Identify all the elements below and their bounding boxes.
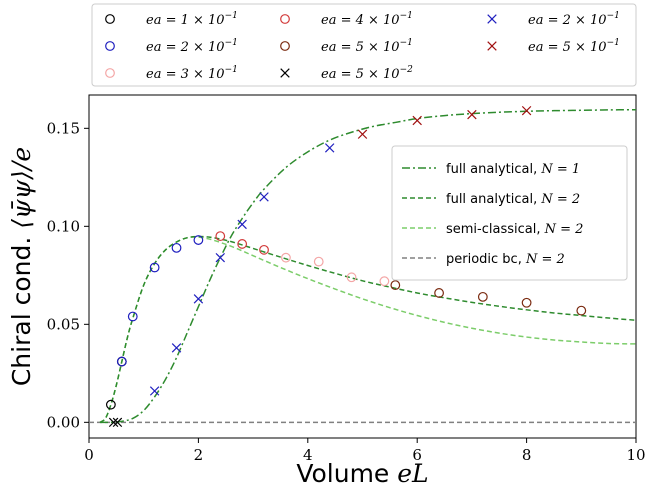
marker-legend-label: ea = 3 × 10−1 — [146, 65, 238, 82]
marker-legend-label: ea = 4 × 10−1 — [321, 11, 413, 28]
legend-marker-icon — [487, 14, 497, 24]
data-point — [105, 399, 116, 410]
data-point — [149, 386, 160, 396]
legend-marker-icon — [280, 68, 290, 78]
data-point — [357, 129, 368, 139]
y-axis-label-math: ⟨ψ̄ψ⟩/e — [7, 147, 36, 229]
data-point — [193, 294, 204, 304]
data-point — [521, 297, 532, 308]
marker-legend: ea = 1 × 10−1 ea = 2 × 10−1 ea = 3 × 10−1 e… — [91, 3, 637, 87]
data-point — [576, 305, 587, 316]
data-point — [237, 239, 248, 249]
data-point — [237, 219, 247, 230]
x-tick-label: 10 — [626, 446, 645, 464]
x-tick-label: 0 — [84, 446, 94, 464]
marker-legend-label: ea = 5 × 10−1 — [528, 38, 620, 55]
data-point — [193, 235, 204, 245]
marker-legend-box — [91, 3, 637, 87]
data-point — [412, 115, 422, 126]
x-axis-label-text: Volume — [296, 459, 397, 488]
data-point — [215, 231, 226, 242]
y-tick-label: 0.10 — [47, 217, 80, 235]
y-axis-label: Chiral cond. ⟨ψ̄ψ⟩/e — [7, 147, 36, 386]
marker-legend-label: ea = 5 × 10−1 — [321, 38, 413, 55]
data-point — [127, 311, 138, 322]
legend-marker-icon — [105, 68, 115, 78]
legend-marker-icon — [280, 41, 290, 51]
line-legend-label: periodic bc, N = 2 — [446, 252, 565, 267]
y-tick-label: 0.15 — [47, 119, 80, 137]
data-point — [171, 343, 182, 353]
marker-legend-label: ea = 1 × 10−1 — [146, 11, 238, 28]
series-line — [99, 235, 636, 423]
marker-legend-label: ea = 5 × 10−2 — [321, 65, 413, 82]
legend-marker-icon — [280, 14, 290, 24]
axes-frame — [88, 94, 637, 439]
data-point — [112, 417, 123, 428]
marker-legend-label: ea = 2 × 10−1 — [146, 38, 238, 55]
x-tick-label: 8 — [522, 446, 532, 464]
data-point — [116, 356, 127, 367]
x-axis-label: Volume eL — [296, 459, 428, 488]
line-legend-label: full analytical, N = 1 — [446, 162, 580, 177]
line-legend: full analytical, N = 1 full analytical, N… — [391, 145, 628, 281]
line-legend-label: semi-classical, N = 2 — [446, 222, 583, 237]
data-point — [467, 109, 477, 120]
y-tick-label: 0.00 — [47, 413, 80, 431]
x-tick-label: 2 — [194, 446, 204, 464]
x-tick-label: 6 — [412, 446, 422, 464]
data-point — [149, 262, 160, 273]
data-point — [313, 256, 324, 267]
legend-marker-icon — [105, 41, 115, 51]
y-tick-label: 0.05 — [47, 315, 80, 333]
data-point — [108, 417, 119, 428]
data-point — [477, 291, 488, 302]
data-point — [259, 244, 269, 255]
series-line — [99, 108, 636, 424]
data-point — [324, 143, 335, 153]
data-point — [346, 272, 357, 283]
data-point — [281, 252, 291, 263]
data-point — [379, 276, 390, 287]
legend-marker-icon — [487, 41, 497, 51]
plot-area: 0 2 4 6 8 10 0.00 0.05 0.10 0.15 — [47, 94, 646, 464]
line-legend-label: full analytical, N = 2 — [446, 192, 580, 207]
data-point — [434, 288, 444, 298]
data-point — [171, 242, 182, 253]
x-tick-label: 4 — [303, 446, 313, 464]
x-axis-label-math: eL — [397, 459, 428, 488]
marker-legend-label: ea = 2 × 10−1 — [528, 11, 620, 28]
legend-marker-icon — [105, 14, 115, 24]
data-point — [259, 192, 269, 202]
line-legend-box — [391, 145, 628, 281]
data-point — [521, 105, 532, 116]
y-axis-label-text: Chiral cond. — [7, 229, 36, 386]
data-point — [390, 280, 401, 291]
data-point — [215, 252, 226, 263]
